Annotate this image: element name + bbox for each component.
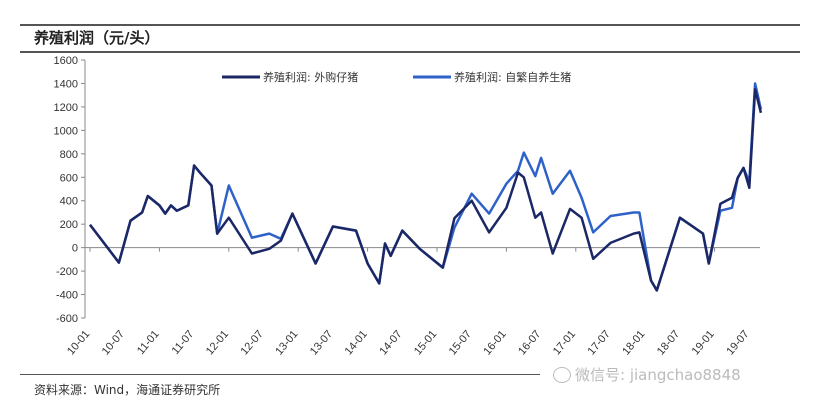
x-tick-label: 19-07 [724, 328, 751, 357]
x-tick-label: 16-07 [516, 328, 543, 357]
x-tick-label: 17-07 [586, 328, 613, 357]
legend-label-series-a: 养殖利润: 外购仔猪 [263, 70, 358, 84]
y-tick-label: -400 [56, 290, 78, 302]
y-tick-label: 1000 [54, 125, 78, 137]
watermark-text: 微信号: jiangchao8848 [575, 366, 741, 384]
x-tick-label: 13-07 [308, 328, 335, 357]
legend-label-series-b: 养殖利润: 自繁自养生猪 [454, 70, 571, 84]
watermark: 微信号: jiangchao8848 [553, 364, 741, 385]
top-rule [20, 24, 800, 26]
title-rule [20, 51, 800, 53]
y-tick-label: 0 [72, 243, 78, 255]
x-axis: 10-01 10-07 11-01 11-07 12-01 12-07 13-01 13-07… [65, 247, 760, 357]
y-tick-label: 800 [60, 149, 78, 161]
x-tick-label: 14-01 [343, 328, 370, 357]
source-note: 资料来源：Wind，海通证券研究所 [34, 383, 221, 397]
x-tick-label: 17-01 [551, 328, 578, 357]
x-tick-label: 15-01 [412, 328, 439, 357]
x-tick-label: 14-07 [377, 328, 404, 357]
y-tick-label: -600 [56, 313, 78, 325]
series-line-a [89, 88, 763, 292]
x-tick-label: 18-01 [620, 328, 647, 357]
y-axis: 1600 1400 1200 1000 800 600 400 200 0 -200 -400 -60… [54, 55, 86, 325]
legend: 养殖利润: 外购仔猪 养殖利润: 自繁自养生猪 [222, 70, 571, 84]
x-tick-label: 19-01 [690, 328, 717, 357]
series-lines [89, 82, 763, 292]
x-tick-label: 15-07 [447, 328, 474, 357]
x-tick-label: 13-01 [273, 328, 300, 357]
x-tick-label: 16-01 [481, 328, 508, 357]
x-tick-label: 18-07 [655, 328, 682, 357]
y-tick-label: -200 [56, 266, 78, 278]
chart-title: 养殖利润（元/头） [34, 29, 160, 47]
y-tick-label: 400 [60, 196, 78, 208]
x-tick-label: 10-07 [100, 328, 127, 357]
y-tick-label: 1400 [54, 78, 78, 90]
x-tick-label: 10-01 [65, 328, 92, 357]
wechat-icon [553, 366, 571, 383]
x-tick-label: 11-01 [135, 328, 162, 357]
bottom-rule [20, 374, 540, 375]
y-tick-label: 1600 [54, 55, 78, 67]
y-tick-label: 600 [60, 172, 78, 184]
x-tick-label: 11-07 [170, 328, 197, 357]
x-tick-label: 12-07 [239, 328, 266, 357]
y-tick-label: 1200 [54, 102, 78, 114]
y-tick-label: 200 [60, 219, 78, 231]
x-tick-label: 12-01 [204, 328, 231, 357]
